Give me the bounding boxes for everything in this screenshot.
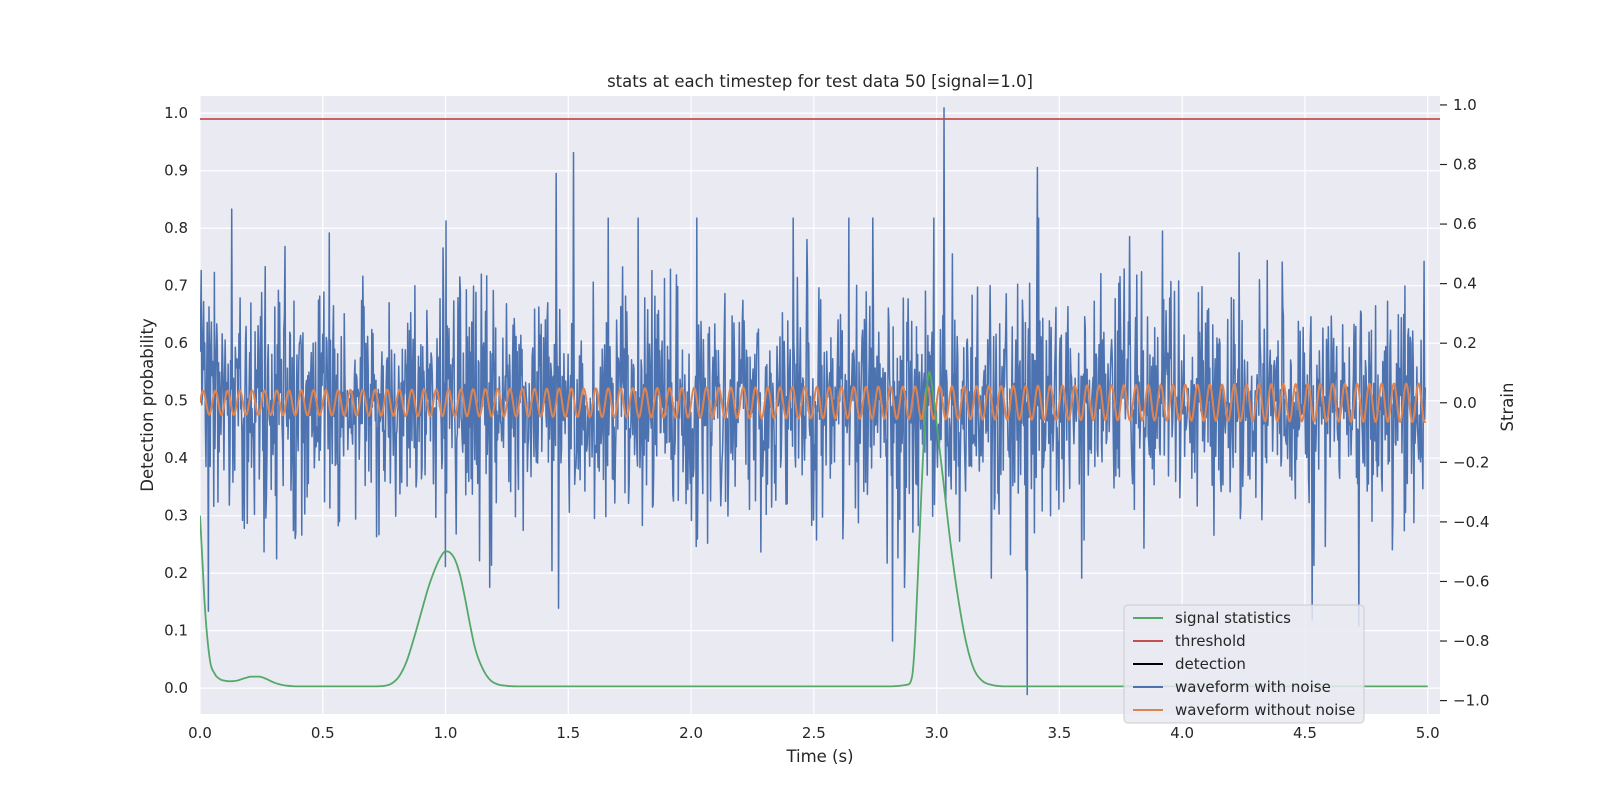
y-tick-label-left: 0.1	[164, 622, 188, 640]
x-axis-label: Time (s)	[785, 747, 853, 766]
legend: signal statistics threshold detection wavef…	[1123, 604, 1365, 724]
legend-entry: waveform without noise	[1175, 701, 1355, 719]
y-tick-label-left: 0.4	[164, 449, 188, 467]
y-tick-label-left: 0.0	[164, 679, 188, 697]
x-tick-label: 1.5	[556, 724, 580, 742]
y-tick-label-left: 0.6	[164, 334, 188, 352]
y-axis-label-left: Detection probability	[138, 318, 157, 492]
x-tick-label: 3.5	[1047, 724, 1071, 742]
legend-entry: signal statistics	[1175, 609, 1291, 627]
y-tick-label-right: 0.2	[1453, 334, 1477, 352]
x-tick-label: 4.0	[1170, 724, 1194, 742]
y-tick-label-right: −0.2	[1453, 453, 1489, 471]
y-axis-label-right: Strain	[1498, 383, 1517, 432]
x-tick-label: 1.0	[434, 724, 458, 742]
x-tick-label: 0.5	[311, 724, 335, 742]
y-tick-label-left: 0.9	[164, 162, 188, 180]
series	[200, 107, 1440, 696]
x-tick-label: 2.0	[679, 724, 703, 742]
series-waveform-with-noise	[200, 107, 1427, 696]
legend-entry: detection	[1175, 655, 1246, 673]
x-tick-label: 4.5	[1293, 724, 1317, 742]
y-tick-label-right: 0.0	[1453, 394, 1477, 412]
legend-entry: waveform with noise	[1175, 678, 1331, 696]
y-tick-label-left: 0.7	[164, 277, 188, 295]
x-tick-label: 2.5	[802, 724, 826, 742]
series-signal-statistics	[200, 370, 1428, 688]
y-tick-label-left: 0.8	[164, 219, 188, 237]
y-tick-label-left: 0.2	[164, 564, 188, 582]
y-tick-label-left: 0.3	[164, 507, 188, 525]
x-tick-label: 3.0	[925, 724, 949, 742]
y-tick-label-right: −0.4	[1453, 513, 1489, 531]
legend-entry: threshold	[1175, 632, 1246, 650]
y-tick-label-left: 1.0	[164, 104, 188, 122]
y-tick-label-left: 0.5	[164, 392, 188, 410]
y-tick-label-right: −0.6	[1453, 572, 1489, 590]
y-tick-label-right: −1.0	[1453, 692, 1489, 710]
x-tick-label: 0.0	[188, 724, 212, 742]
y-tick-label-right: 1.0	[1453, 96, 1477, 114]
y-tick-label-right: 0.6	[1453, 215, 1477, 233]
y-tick-label-right: −0.8	[1453, 632, 1489, 650]
legend-box	[1123, 604, 1365, 724]
chart-title: stats at each timestep for test data 50 …	[607, 72, 1033, 91]
y-tick-label-right: 0.4	[1453, 275, 1477, 293]
series-waveform-without-noise	[200, 382, 1427, 424]
ticks: 0.0 0.5 1.0 1.5 2.0 2.5 3.0 3.5 4.0 4.5 5.0 0.0 0.1 0…	[164, 96, 1489, 742]
y-tick-label-right: 0.8	[1453, 156, 1477, 174]
x-tick-label: 5.0	[1416, 724, 1440, 742]
